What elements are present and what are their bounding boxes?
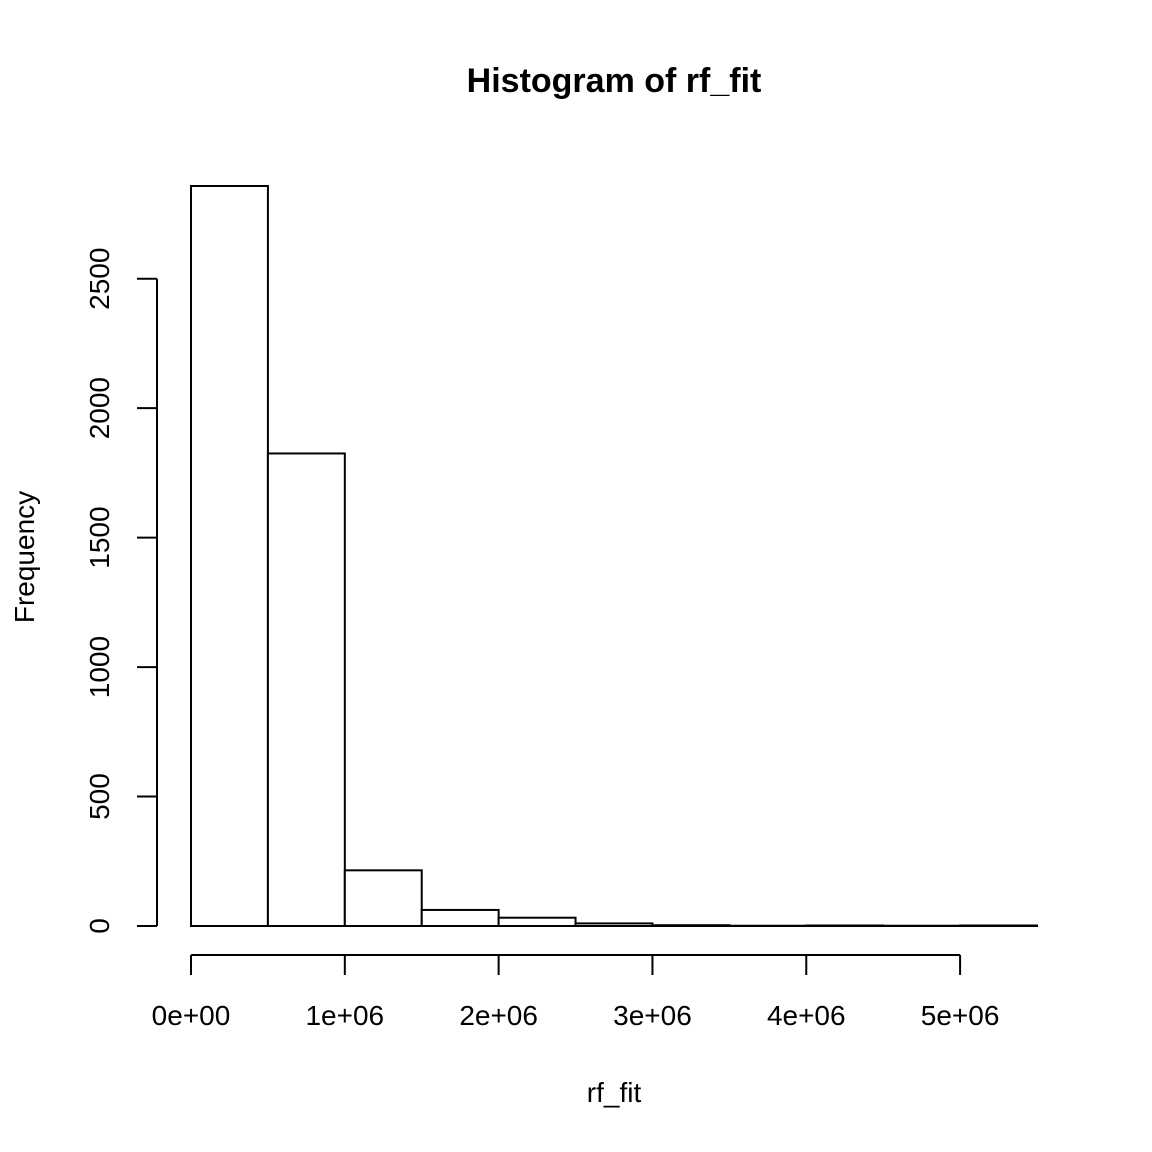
histogram-bar xyxy=(266,452,346,927)
y-axis: 0 500 1000 1500 2000 2500 xyxy=(84,248,158,934)
x-tick-label: 4e+06 xyxy=(767,1000,846,1031)
x-tick-label: 5e+06 xyxy=(921,1000,1000,1031)
x-tick-label: 3e+06 xyxy=(613,1000,692,1031)
x-axis: 0e+00 1e+06 2e+06 3e+06 4e+06 5e+06 xyxy=(152,954,1000,1031)
histogram-bar xyxy=(574,922,654,927)
histogram-bar xyxy=(343,869,423,928)
histogram-bar xyxy=(805,924,885,928)
histogram-bar xyxy=(497,916,577,927)
y-tick-label: 0 xyxy=(84,918,115,934)
x-tick-label: 2e+06 xyxy=(459,1000,538,1031)
y-axis-title: Frequency xyxy=(9,491,40,623)
y-tick-label: 500 xyxy=(84,773,115,820)
histogram-bar xyxy=(651,924,731,927)
y-tick-label: 2500 xyxy=(84,248,115,310)
histogram-bar xyxy=(959,924,1038,928)
chart-title: Histogram of rf_fit xyxy=(467,62,762,100)
histogram-bar xyxy=(420,908,500,928)
x-tick-label: 0e+00 xyxy=(152,1000,231,1031)
x-tick-label: 1e+06 xyxy=(305,1000,384,1031)
y-tick-label: 1500 xyxy=(84,506,115,568)
bars-group xyxy=(190,185,1038,928)
y-tick-label: 2000 xyxy=(84,377,115,439)
x-axis-title: rf_fit xyxy=(587,1077,642,1108)
y-tick-label: 1000 xyxy=(84,636,115,698)
histogram-bar xyxy=(190,185,269,927)
